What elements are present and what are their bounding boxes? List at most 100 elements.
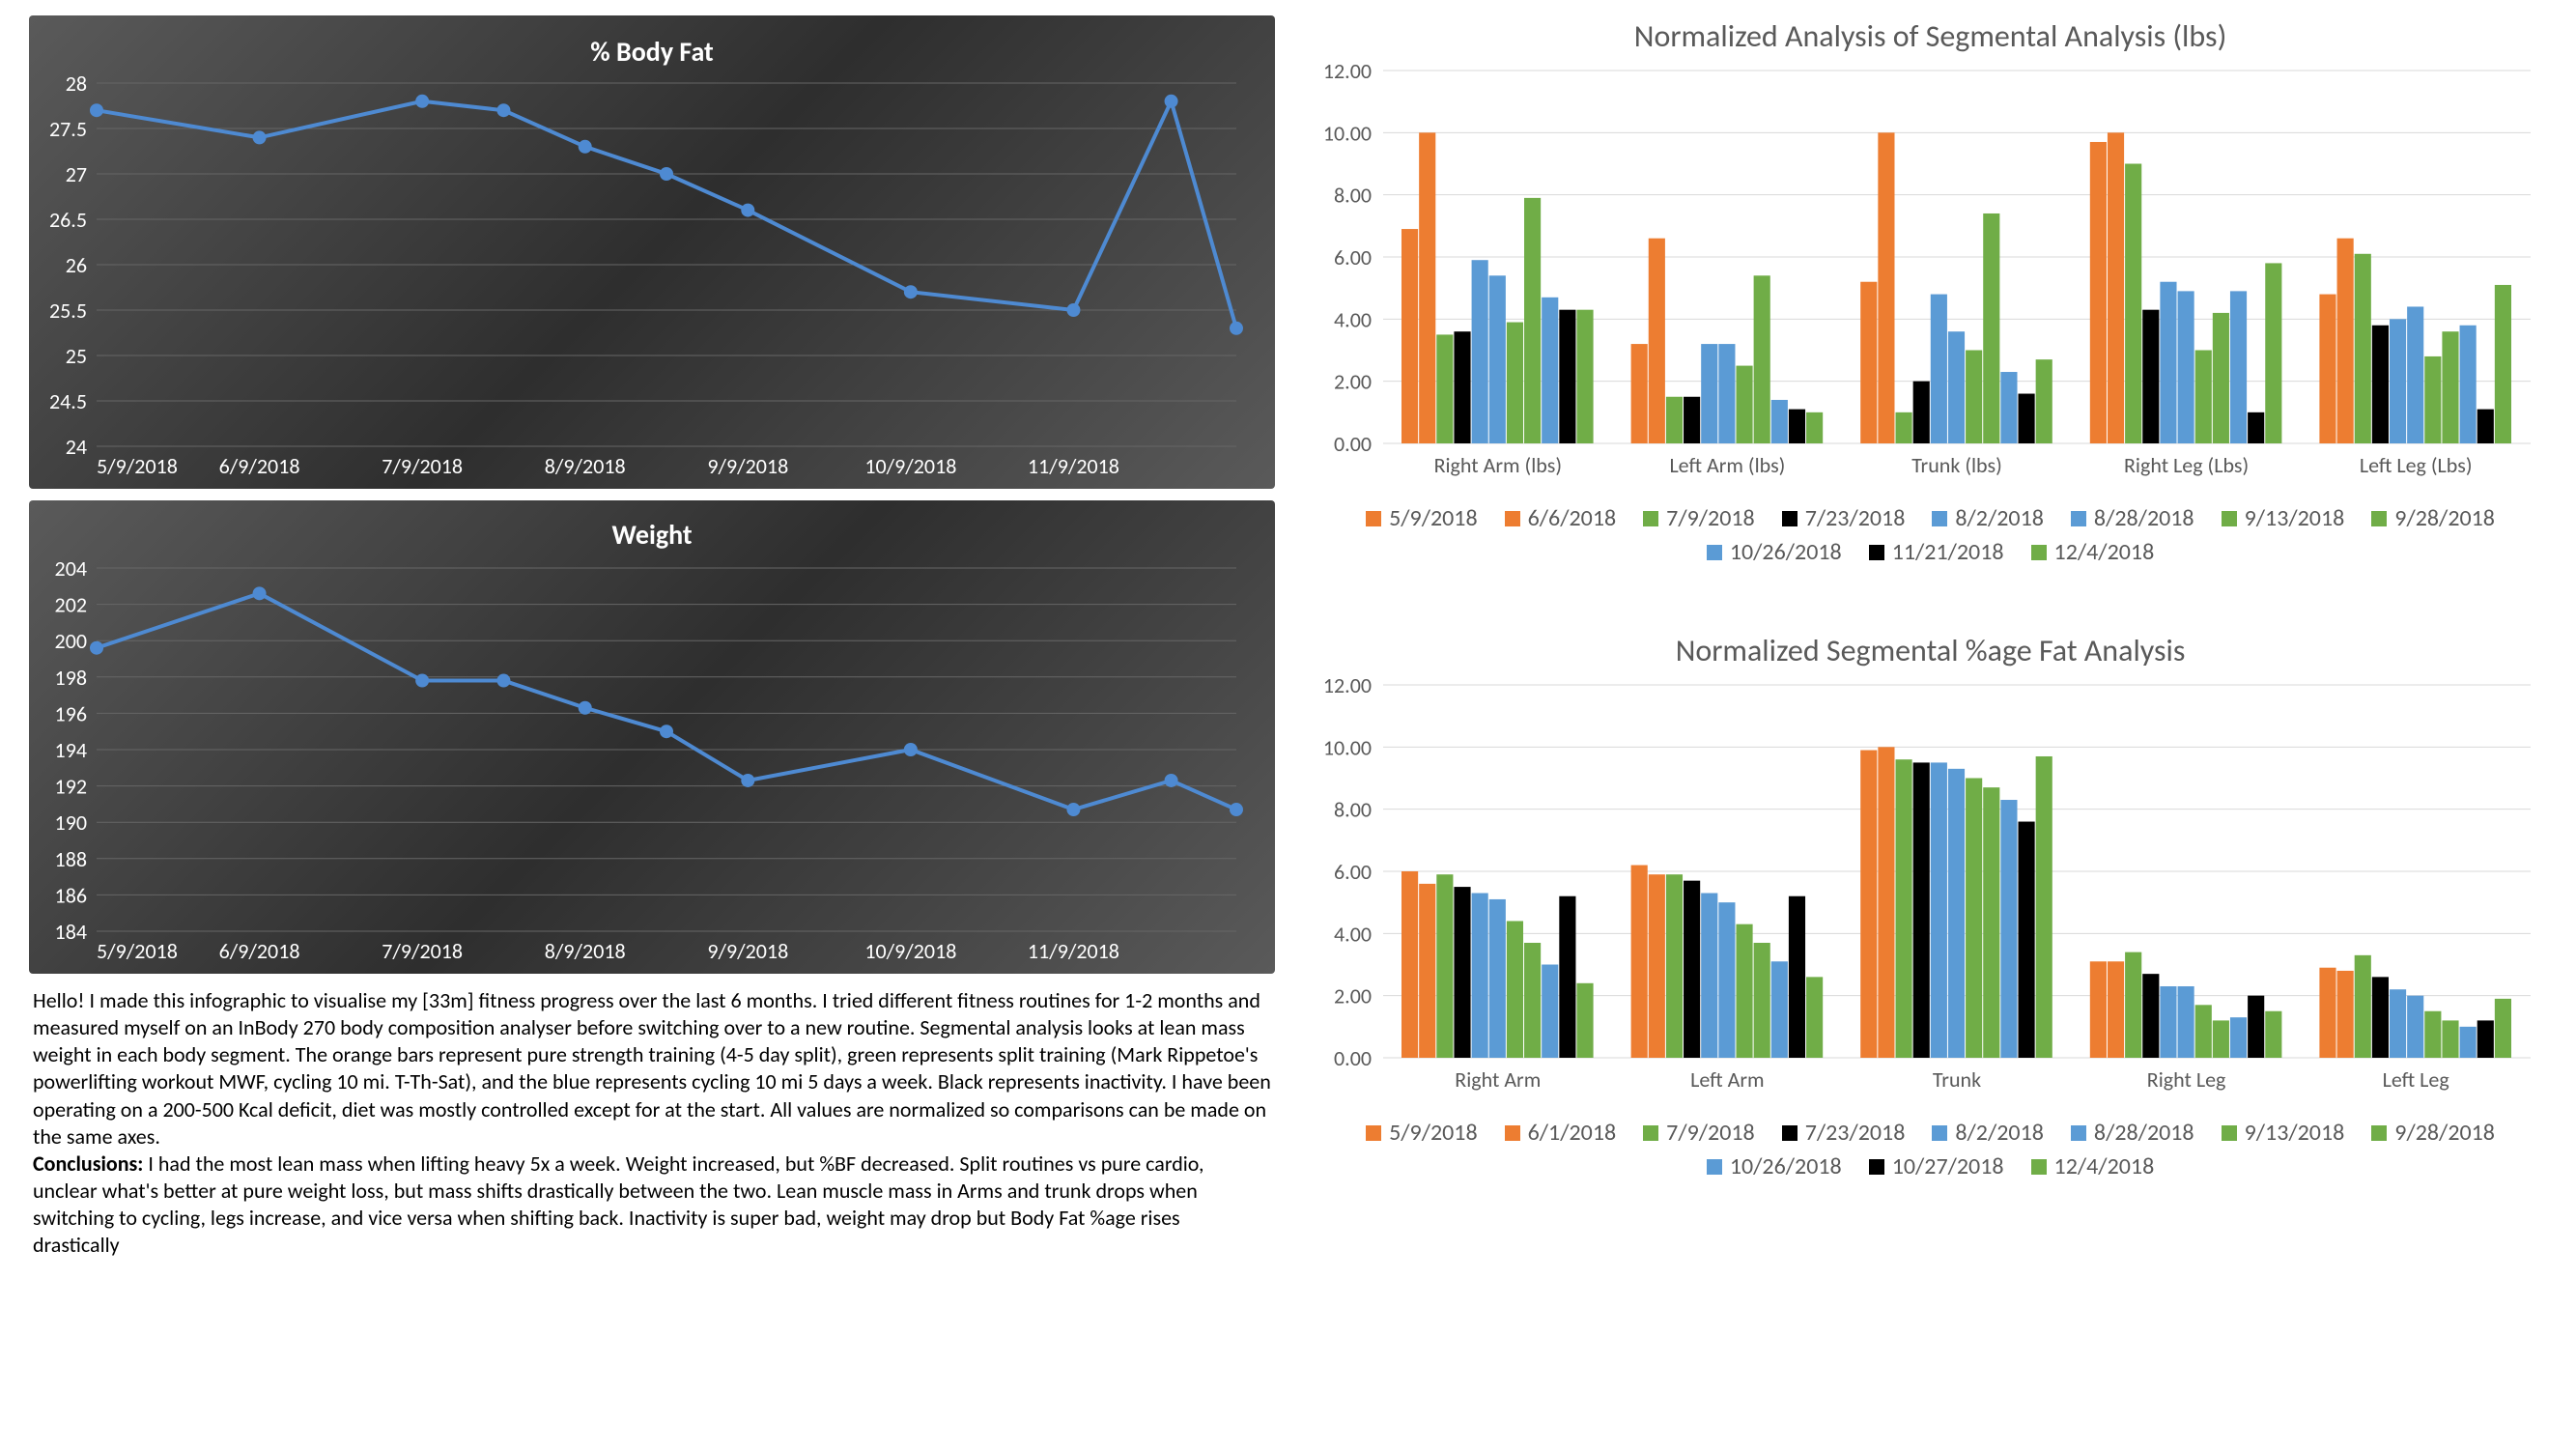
legend-swatch [2071, 1125, 2086, 1141]
svg-text:7/9/2018: 7/9/2018 [382, 453, 463, 479]
legend-label: 7/9/2018 [1666, 504, 1755, 532]
legend-swatch [2071, 511, 2086, 526]
segmental-fat-legend: 5/9/20186/1/20187/9/20187/23/20188/2/201… [1304, 1119, 2557, 1180]
svg-text:4.00: 4.00 [1334, 306, 1372, 332]
svg-text:Left Arm: Left Arm [1690, 1066, 1765, 1093]
legend-label: 8/2/2018 [1955, 504, 2044, 532]
legend-swatch [2031, 545, 2047, 560]
svg-text:12.00: 12.00 [1323, 675, 1372, 698]
segmental-lbs-legend: 5/9/2018 6/6/2018 7/9/2018 7/23/2018 8/2/201… [1304, 504, 2557, 566]
svg-text:5/9/2018: 5/9/2018 [97, 453, 178, 479]
segmental-lbs-title: Normalized Analysis of Segmental Analysi… [1304, 17, 2557, 55]
legend-label: 5/9/2018 [1389, 1119, 1478, 1147]
legend-item: 5/9/2018 [1366, 504, 1478, 532]
legend-item: 7/23/2018 [1782, 1119, 1906, 1147]
legend-label: 8/28/2018 [2094, 504, 2194, 532]
conclusions-text: I had the most lean mass when lifting he… [33, 1151, 1204, 1258]
legend-swatch [1505, 1125, 1520, 1141]
svg-text:2.00: 2.00 [1334, 983, 1372, 1009]
legend-item: 9/13/2018 [2222, 504, 2345, 532]
legend-label: 9/13/2018 [2245, 1119, 2345, 1147]
segmental-lbs-svg: 0.002.004.006.008.0010.0012.00 Right Arm… [1304, 61, 2550, 486]
svg-text:8.00: 8.00 [1334, 797, 1372, 823]
svg-text:25.5: 25.5 [49, 298, 87, 324]
svg-text:6.00: 6.00 [1334, 244, 1372, 270]
legend-label: 12/4/2018 [2054, 538, 2155, 566]
legend-label: 7/23/2018 [1805, 1119, 1906, 1147]
legend-swatch [2371, 1125, 2387, 1141]
legend-label: 7/23/2018 [1805, 504, 1906, 532]
svg-text:26.5: 26.5 [49, 207, 87, 233]
svg-text:8/9/2018: 8/9/2018 [545, 938, 626, 964]
svg-text:6/9/2018: 6/9/2018 [219, 938, 300, 964]
svg-text:Right Arm: Right Arm [1455, 1066, 1541, 1093]
legend-item: 7/9/2018 [1643, 504, 1755, 532]
svg-text:10.00: 10.00 [1323, 734, 1372, 760]
svg-text:Trunk (lbs): Trunk (lbs) [1911, 452, 2002, 478]
legend-item: 10/27/2018 [1869, 1152, 2004, 1180]
legend-label: 6/6/2018 [1528, 504, 1617, 532]
legend-item: 9/28/2018 [2371, 504, 2495, 532]
svg-text:26: 26 [66, 252, 87, 278]
bodyfat-chart: % Body Fat 2424.52525.52626.52727.528 5/… [29, 15, 1275, 489]
legend-swatch [1932, 511, 1947, 526]
legend-label: 12/4/2018 [2054, 1152, 2155, 1180]
legend-swatch [1707, 1159, 1722, 1175]
legend-item: 10/26/2018 [1707, 538, 1842, 566]
svg-text:24: 24 [66, 434, 87, 460]
legend-item: 7/9/2018 [1643, 1119, 1755, 1147]
svg-text:0.00: 0.00 [1334, 431, 1372, 457]
svg-text:204: 204 [55, 555, 87, 582]
svg-text:11/9/2018: 11/9/2018 [1028, 938, 1119, 964]
legend-swatch [1782, 1125, 1798, 1141]
right-column: Normalized Analysis of Segmental Analysi… [1294, 0, 2576, 1449]
svg-text:10.00: 10.00 [1323, 120, 1372, 146]
legend-label: 9/13/2018 [2245, 504, 2345, 532]
svg-text:194: 194 [55, 737, 87, 763]
conclusions-label: Conclusions: [33, 1151, 143, 1177]
bodyfat-svg: 2424.52525.52626.52727.528 5/9/20186/9/2… [29, 15, 1256, 489]
legend-item: 5/9/2018 [1366, 1119, 1478, 1147]
svg-text:27.5: 27.5 [49, 116, 87, 142]
legend-item: 12/4/2018 [2031, 1152, 2155, 1180]
legend-item: 6/6/2018 [1505, 504, 1617, 532]
legend-swatch [1782, 511, 1798, 526]
svg-text:9/9/2018: 9/9/2018 [707, 938, 788, 964]
segmental-fat-chart: Normalized Segmental %age Fat Analysis 0… [1304, 614, 2557, 1180]
weight-title: Weight [29, 518, 1275, 552]
svg-text:188: 188 [55, 846, 87, 872]
legend-label: 10/26/2018 [1730, 1152, 1842, 1180]
legend-item: 6/1/2018 [1505, 1119, 1617, 1147]
svg-text:12.00: 12.00 [1323, 61, 1372, 84]
svg-text:192: 192 [55, 774, 87, 800]
svg-text:24.5: 24.5 [49, 388, 87, 414]
legend-swatch [2371, 511, 2387, 526]
legend-swatch [1707, 545, 1722, 560]
svg-text:4.00: 4.00 [1334, 921, 1372, 947]
legend-swatch [1366, 511, 1381, 526]
svg-text:Right Leg: Right Leg [2147, 1066, 2226, 1093]
svg-text:2.00: 2.00 [1334, 369, 1372, 395]
legend-item: 7/23/2018 [1782, 504, 1906, 532]
svg-text:Right Arm (lbs): Right Arm (lbs) [1434, 452, 1562, 478]
svg-text:186: 186 [55, 882, 87, 908]
legend-item: 11/21/2018 [1869, 538, 2004, 566]
left-column: % Body Fat 2424.52525.52626.52727.528 5/… [0, 0, 1294, 1449]
legend-swatch [1869, 545, 1884, 560]
svg-text:8/9/2018: 8/9/2018 [545, 453, 626, 479]
legend-item: 9/13/2018 [2222, 1119, 2345, 1147]
svg-text:Left Arm (lbs): Left Arm (lbs) [1670, 452, 1786, 478]
svg-text:Trunk: Trunk [1933, 1066, 1981, 1093]
svg-text:28: 28 [66, 71, 87, 97]
weight-svg: 184186188190192194196198200202204 5/9/20… [29, 500, 1256, 974]
svg-text:10/9/2018: 10/9/2018 [864, 938, 956, 964]
weight-chart: Weight 184186188190192194196198200202204… [29, 500, 1275, 974]
legend-label: 9/28/2018 [2394, 504, 2495, 532]
svg-text:Left Leg: Left Leg [2383, 1066, 2449, 1093]
segmental-fat-title: Normalized Segmental %age Fat Analysis [1304, 632, 2557, 669]
bodyfat-title: % Body Fat [29, 35, 1275, 69]
legend-item: 10/26/2018 [1707, 1152, 1842, 1180]
svg-text:5/9/2018: 5/9/2018 [97, 938, 178, 964]
legend-item: 8/28/2018 [2071, 504, 2194, 532]
legend-item: 9/28/2018 [2371, 1119, 2495, 1147]
